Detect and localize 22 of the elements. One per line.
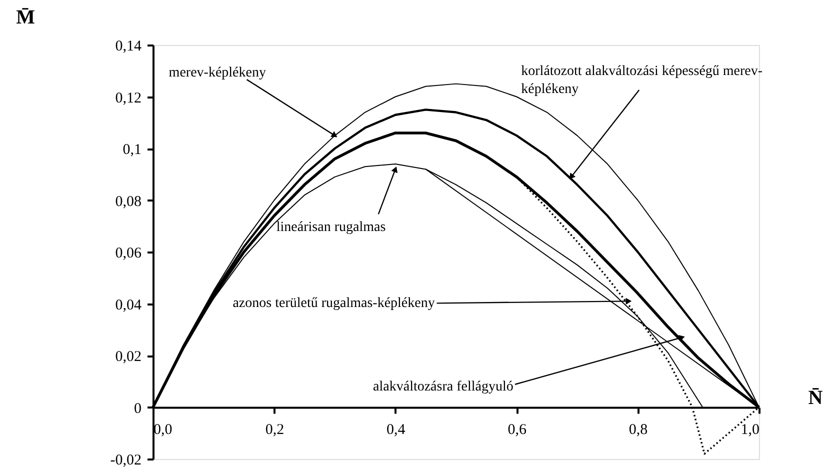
x-tick-label: 1,0	[740, 422, 760, 438]
y-tick-label: 0,02	[115, 349, 142, 365]
y-tick-label: 0,04	[115, 297, 142, 314]
annotation: azonos területű rugalmas-képlékeny	[232, 296, 435, 312]
x-tick-label: 0,8	[628, 422, 648, 438]
y-tick-label: 0,1	[122, 142, 142, 158]
annotation: korlátozott alakváltozási képességű merev- képlékeny	[521, 64, 763, 97]
annotation: lineárisan rugalmas	[276, 220, 386, 236]
x-axis-title: N̄	[808, 386, 824, 409]
annotation: merev-képlékeny	[168, 66, 266, 81]
y-tick-label: 0,12	[115, 90, 142, 106]
y-tick-label: 0,14	[115, 38, 142, 54]
x-tick-label: 0,6	[508, 422, 527, 438]
y-tick-label: 0,06	[115, 246, 142, 262]
x-tick-label: 0,2	[265, 422, 284, 438]
x-tick-label: 0,0	[154, 422, 172, 438]
x-tick-label: 0,4	[386, 422, 406, 438]
y-tick-label: 0,08	[115, 194, 142, 210]
y-tick-label: 0	[134, 400, 142, 417]
y-axis-title: M̄	[16, 6, 36, 28]
y-tick-label: -0,02	[110, 452, 142, 468]
annotation: alakváltozásra fellágyuló	[373, 379, 514, 394]
